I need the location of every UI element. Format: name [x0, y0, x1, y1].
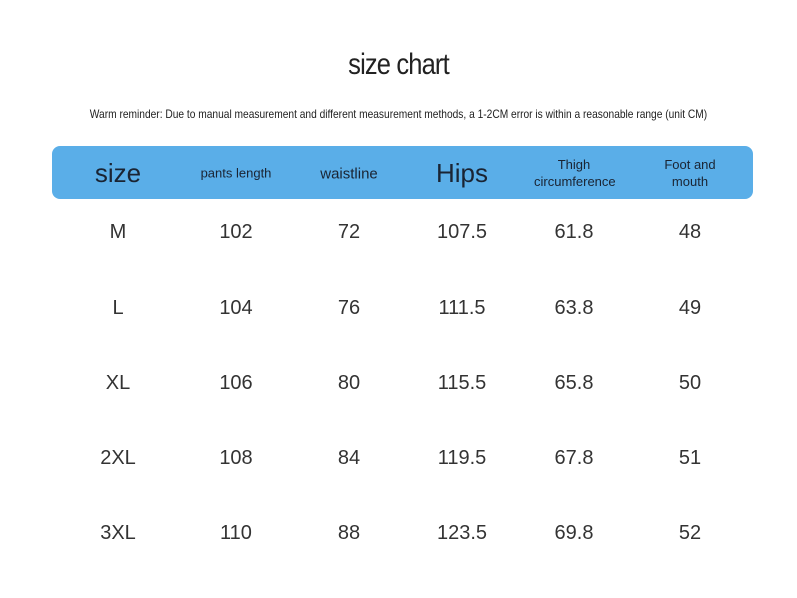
table-cell: 88: [337, 522, 361, 544]
table-cell: XL: [105, 372, 131, 394]
table-cell: 49: [678, 297, 702, 319]
table-cell: 107.5: [436, 221, 488, 243]
table-cell: 63.8: [554, 297, 594, 319]
table-cell: 72: [337, 221, 361, 243]
table-cell: 76: [337, 297, 361, 319]
header-bar: [52, 146, 753, 199]
header-cell: Thigh circumference: [534, 157, 616, 189]
table-cell: 106: [219, 372, 253, 394]
table-cell: M: [109, 221, 127, 243]
table-cell: 2XL: [100, 447, 136, 469]
title: size chart: [348, 48, 449, 81]
header-cell: Foot and mouth: [664, 157, 716, 189]
header-cell: waistline: [320, 165, 378, 183]
table-cell: 65.8: [554, 372, 594, 394]
reminder: Warm reminder: Due to manual measurement…: [89, 107, 708, 121]
table-cell: 3XL: [100, 522, 136, 544]
table-cell: L: [112, 297, 124, 319]
table-cell: 50: [678, 372, 702, 394]
table-cell: 111.5: [438, 297, 486, 319]
table-cell: 115.5: [437, 372, 487, 394]
table-cell: 48: [678, 221, 702, 243]
header-cell: Hips: [435, 158, 488, 189]
table-cell: 67.8: [554, 447, 594, 469]
header-cell: size: [94, 158, 142, 189]
header-cell: pants length: [200, 165, 272, 181]
table-cell: 123.5: [436, 522, 488, 544]
table-cell: 80: [337, 372, 361, 394]
table-cell: 119.5: [437, 447, 487, 469]
table-cell: 110: [220, 522, 252, 544]
table-cell: 84: [337, 447, 361, 469]
table-cell: 52: [678, 522, 702, 544]
table-cell: 104: [219, 297, 253, 319]
table-cell: 51: [678, 447, 702, 469]
table-cell: 102: [219, 221, 253, 243]
table-cell: 69.8: [554, 522, 594, 544]
table-cell: 61.8: [554, 221, 594, 243]
table-cell: 108: [219, 447, 253, 469]
